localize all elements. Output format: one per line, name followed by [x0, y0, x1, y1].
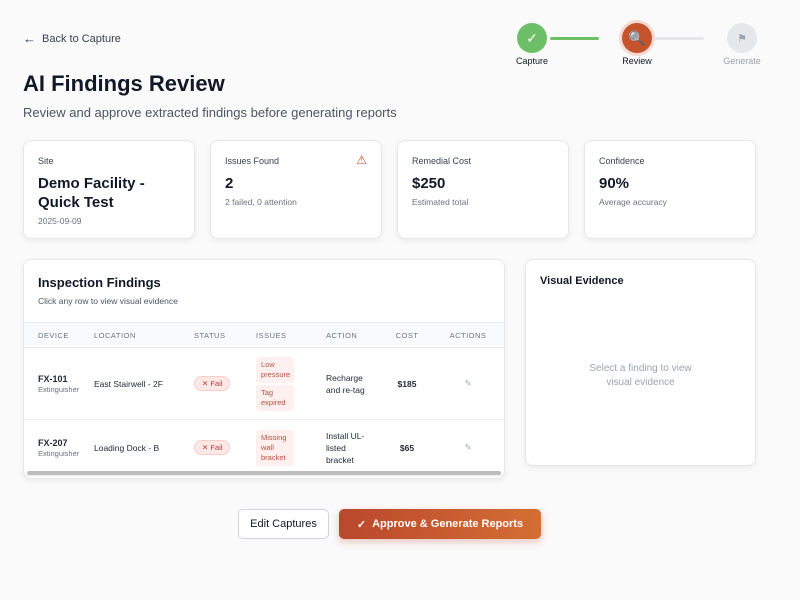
issues-card: ⚠ Issues Found 2 2 failed, 0 attention: [210, 140, 382, 239]
table-row[interactable]: FX-101 Extinguisher East Stairwell - 2F ✕…: [24, 347, 504, 420]
flag-icon: ⚑: [727, 23, 757, 53]
col-cost: COST: [382, 322, 432, 348]
step-capture[interactable]: ✓ Capture: [502, 23, 562, 66]
site-card: Site Demo Facility - Quick Test 2025-09-…: [23, 140, 195, 239]
step-connector: [655, 37, 704, 40]
issue-tag: Tag expired: [256, 384, 294, 411]
issue-tag: Low pressure: [256, 356, 294, 383]
table-row[interactable]: FX-207 Extinguisher Loading Dock - B ✕ Fa…: [24, 419, 504, 476]
horizontal-scrollbar[interactable]: [27, 471, 501, 475]
edit-captures-button[interactable]: Edit Captures: [238, 509, 329, 539]
confidence-card: Confidence 90% Average accuracy: [584, 140, 756, 239]
step-connector: [550, 37, 599, 40]
findings-table: DEVICE LOCATION STATUS ISSUES ACTION COS…: [24, 322, 504, 476]
approve-generate-button[interactable]: ✓ Approve & Generate Reports: [339, 509, 541, 539]
page-subtitle: Review and approve extracted findings be…: [23, 105, 397, 120]
col-action: ACTION: [326, 322, 382, 348]
visual-evidence-panel: Visual Evidence Select a finding to view…: [525, 259, 756, 466]
findings-title: Inspection Findings: [38, 275, 161, 290]
status-badge: ✕ Fail: [194, 376, 231, 391]
warning-icon: ⚠: [356, 153, 367, 167]
page-title: AI Findings Review: [23, 71, 225, 96]
check-icon: ✓: [517, 23, 547, 53]
col-device: DEVICE: [24, 322, 94, 348]
cost-card: Remedial Cost $250 Estimated total: [397, 140, 569, 239]
edit-icon[interactable]: ✎: [432, 419, 504, 476]
step-review[interactable]: 🔍 Review: [607, 23, 667, 66]
status-badge: ✕ Fail: [194, 440, 231, 455]
evidence-placeholder: Select a finding to view visual evidence: [589, 363, 692, 388]
col-status: STATUS: [194, 322, 256, 348]
edit-icon[interactable]: ✎: [432, 347, 504, 420]
search-icon: 🔍: [622, 23, 652, 53]
inspection-findings-panel: Inspection Findings Click any row to vie…: [23, 259, 505, 479]
evidence-title: Visual Evidence: [540, 275, 624, 287]
findings-hint: Click any row to view visual evidence: [38, 296, 178, 306]
col-location: LOCATION: [94, 322, 194, 348]
step-generate[interactable]: ⚑ Generate: [712, 23, 772, 66]
col-issues: ISSUES: [256, 322, 326, 348]
col-actions: ACTIONS: [432, 322, 504, 348]
arrow-left-icon: ←: [23, 31, 36, 46]
issue-tag: Missing wall bracket: [256, 429, 294, 466]
check-icon: ✓: [356, 518, 367, 531]
progress-stepper: ✓ Capture 🔍 Review ⚑ Generate: [500, 23, 800, 73]
back-to-capture-link[interactable]: ← Back to Capture: [23, 31, 121, 46]
